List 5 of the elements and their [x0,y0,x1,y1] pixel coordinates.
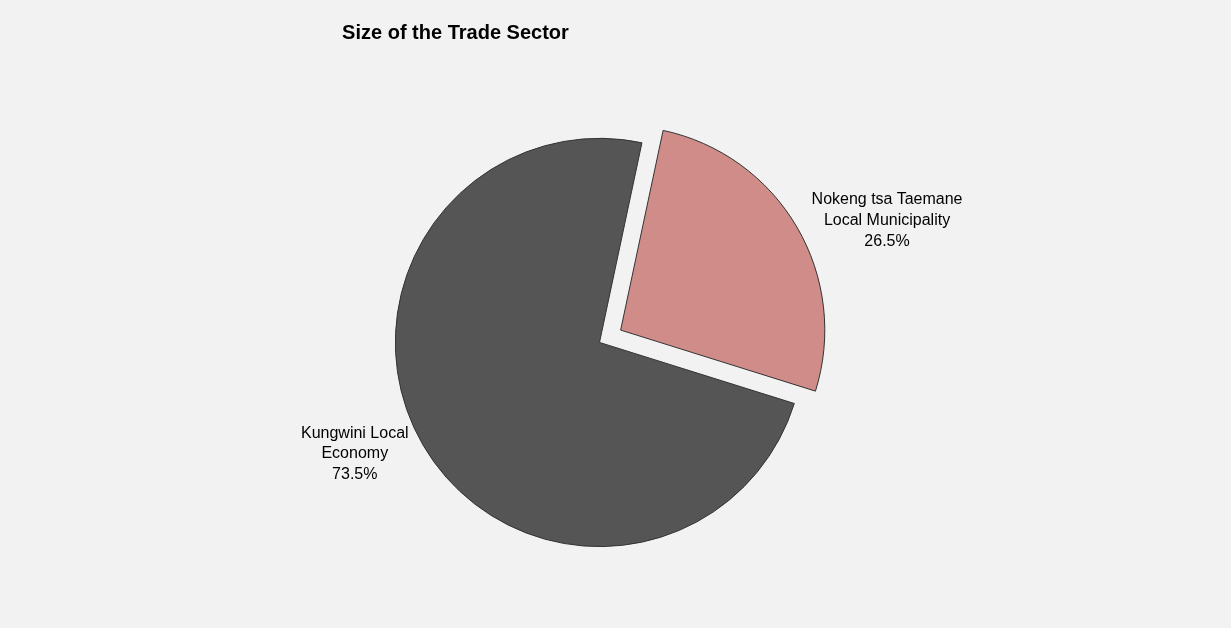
slice-label: Kungwini Local Economy [300,423,409,462]
data-label: 73.5% [332,465,378,483]
chart-title: Size of the Trade Sector [342,21,570,44]
slice-label: Nokeng tsa Taemane Local Municipality [811,190,963,229]
data-label: 26.5% [864,231,910,249]
